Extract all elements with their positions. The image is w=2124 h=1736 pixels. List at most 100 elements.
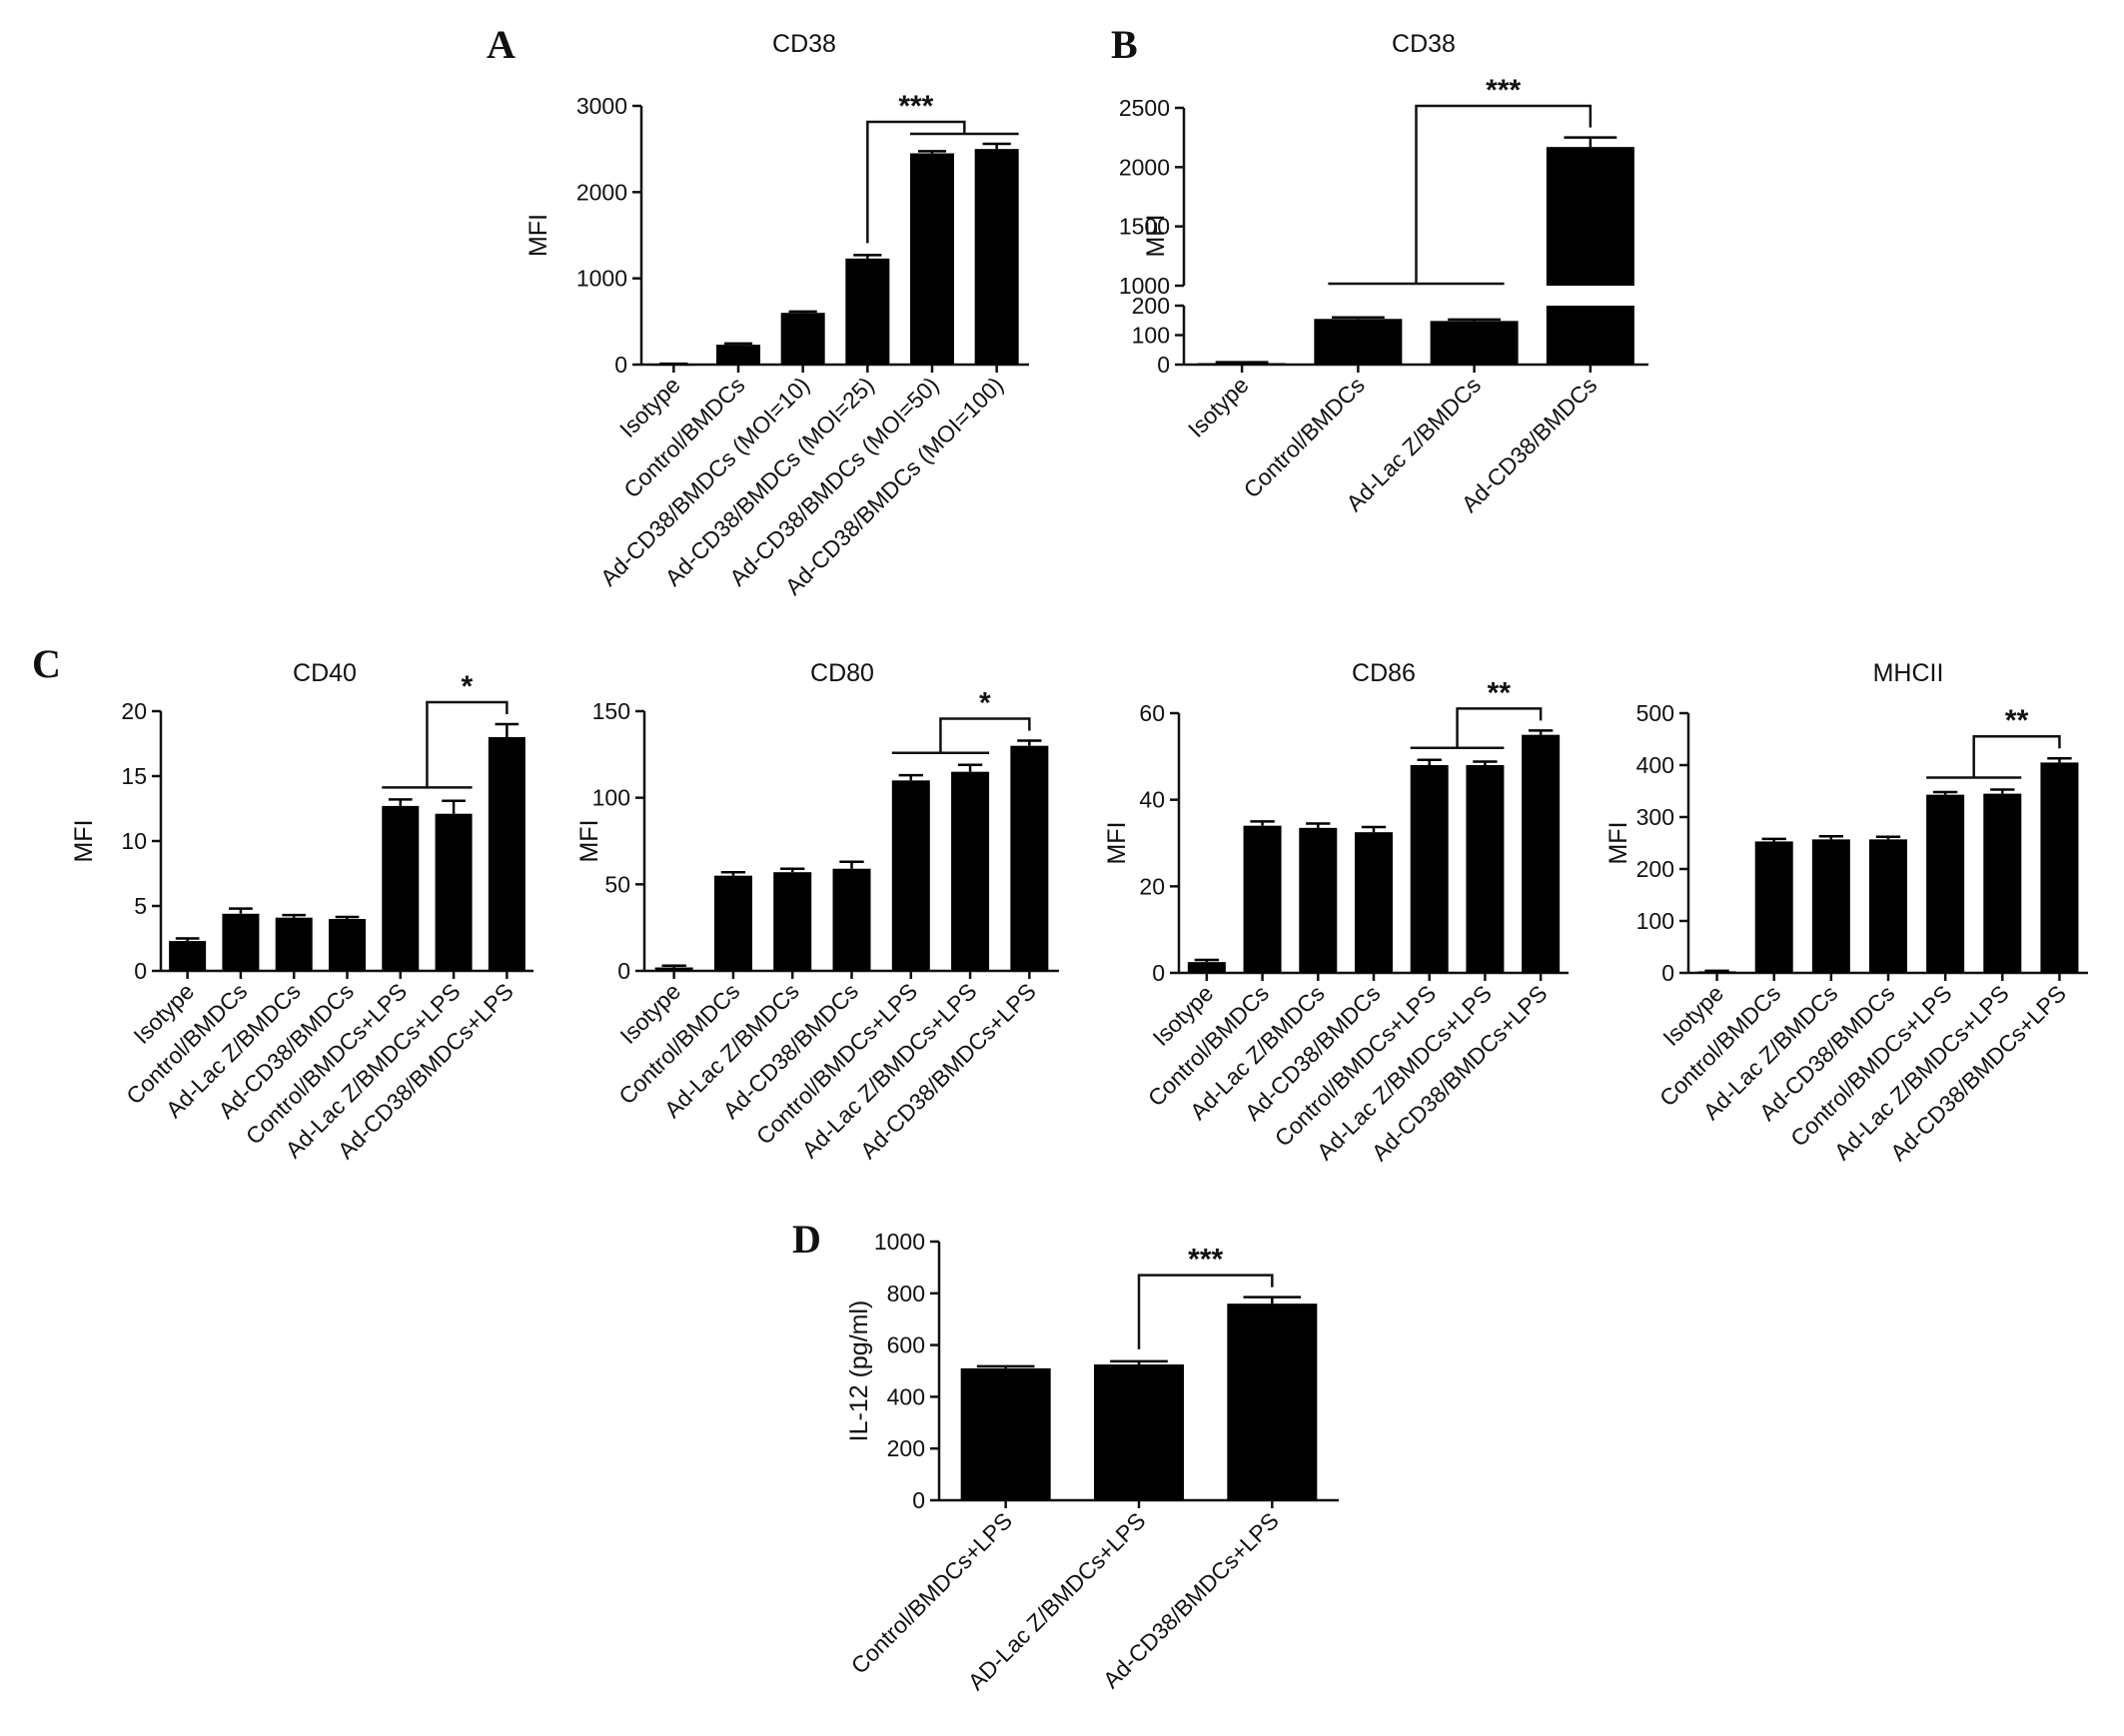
significance-bracket <box>866 120 966 244</box>
y-tick-label: 50 <box>604 871 630 897</box>
bar-3 <box>275 917 313 971</box>
chart-C2: CD80MFI050100150IsotypeControl/BMDCsAd-L… <box>575 659 1059 1164</box>
significance-label: ** <box>2005 704 2029 737</box>
bar-2 <box>1754 841 1793 973</box>
y-tick-label: 0 <box>614 352 627 378</box>
y-tick-label: 2000 <box>1119 154 1170 180</box>
panel-label-c: C <box>32 641 61 686</box>
bar-6 <box>1983 793 2022 973</box>
y-tick-label: 150 <box>592 698 630 724</box>
bar-3 <box>780 313 825 365</box>
bar-2 <box>713 875 752 971</box>
chart-title: CD38 <box>1392 30 1456 58</box>
significance-label: *** <box>1486 74 1521 107</box>
bar-4 <box>1355 832 1393 973</box>
y-tick-label: 300 <box>1636 804 1674 830</box>
bar-1 <box>1697 971 1736 973</box>
y-tick-label: 1000 <box>874 1229 925 1255</box>
bar-1 <box>169 941 207 971</box>
bar-2 <box>1243 825 1282 973</box>
y-tick-label: 40 <box>1139 787 1165 813</box>
significance-label: *** <box>1188 1244 1223 1277</box>
bar-3 <box>1811 839 1850 973</box>
bar-6 <box>951 771 990 971</box>
chart-title: CD80 <box>810 659 874 687</box>
y-axis-label: MFI <box>575 819 603 862</box>
significance-label: *** <box>898 90 933 123</box>
bar-5 <box>910 153 954 365</box>
bar-2 <box>716 345 760 365</box>
y-tick-label: 800 <box>887 1281 925 1306</box>
significance-bracket <box>1137 1274 1274 1349</box>
y-tick-label: 15 <box>121 763 147 789</box>
y-tick-label: 200 <box>1636 856 1674 882</box>
x-tick-label: Control/BMDCs <box>1239 372 1370 502</box>
bar-1 <box>1198 363 1287 366</box>
y-tick-label: 0 <box>1157 352 1170 378</box>
y-tick-label: 3000 <box>576 93 627 119</box>
y-tick-label: 400 <box>887 1383 925 1409</box>
y-tick-label: 200 <box>1132 293 1170 319</box>
y-tick-label: 60 <box>1139 700 1165 726</box>
y-tick-label: 500 <box>1636 700 1674 726</box>
y-tick-label: 200 <box>887 1435 925 1461</box>
bar-4 <box>845 258 890 365</box>
y-axis-label: MFI <box>70 819 98 862</box>
y-axis-label: MFI <box>1103 821 1131 864</box>
y-tick-label: 100 <box>1636 908 1674 934</box>
chart-title: CD86 <box>1352 659 1416 687</box>
panel-label-a: A <box>487 22 516 67</box>
y-tick-label: 2500 <box>1119 95 1170 121</box>
y-tick-label: 100 <box>592 785 630 811</box>
chart-title: CD38 <box>772 30 836 58</box>
significance-label: ** <box>1488 676 1512 709</box>
y-axis-label: MFI <box>1604 821 1632 864</box>
charts-layer: CD38MFI0100020003000IsotypeControl/BMDCs… <box>70 30 2088 1695</box>
bar-1 <box>960 1367 1051 1500</box>
y-tick-label: 5 <box>134 893 147 919</box>
bar-6 <box>1466 765 1505 973</box>
chart-C3: CD86MFI0204060IsotypeControl/BMDCsAd-Lac… <box>1103 659 1569 1166</box>
bar-1 <box>654 967 693 971</box>
y-axis-label: MFI <box>1142 214 1170 257</box>
y-tick-label: 400 <box>1636 752 1674 778</box>
chart-title: MHCII <box>1873 659 1944 687</box>
panel-label-b: B <box>1111 22 1138 67</box>
bar-4 <box>832 868 871 971</box>
y-tick-label: 0 <box>617 958 630 984</box>
y-tick-label: 100 <box>1132 323 1170 349</box>
significance-bracket <box>939 717 1031 753</box>
bar-5 <box>382 805 420 971</box>
bar-3 <box>1227 1303 1318 1500</box>
bar-3 <box>1299 827 1338 973</box>
y-tick-label: 20 <box>121 698 147 724</box>
chart-C1: CD40MFI05101520IsotypeControl/BMDCsAd-La… <box>70 659 533 1164</box>
chart-D: IL-12 (pg/ml)02004006008001000Control/BM… <box>845 1229 1339 1695</box>
chart-C4: MHCIIMFI0100200300400500IsotypeControl/B… <box>1604 659 2088 1166</box>
significance-label: * <box>462 670 474 703</box>
y-tick-label: 1500 <box>1119 214 1170 240</box>
y-axis-label: MFI <box>525 214 552 257</box>
bar-5 <box>1926 794 1965 973</box>
y-axis-label: IL-12 (pg/ml) <box>845 1301 873 1442</box>
significance-bracket <box>426 700 509 788</box>
bar-2 <box>1094 1364 1184 1500</box>
y-tick-label: 20 <box>1139 873 1165 899</box>
bar-2 <box>1314 319 1403 365</box>
x-tick-label: Isotype <box>1183 372 1254 442</box>
chart-A: CD38MFI0100020003000IsotypeControl/BMDCs… <box>525 30 1029 600</box>
y-tick-label: 600 <box>887 1332 925 1358</box>
y-tick-label: 0 <box>1661 960 1674 986</box>
y-tick-label: 1000 <box>1119 273 1170 299</box>
chart-title: CD40 <box>293 659 357 687</box>
bar-5 <box>891 780 930 971</box>
bar-4 <box>1869 839 1907 973</box>
y-tick-label: 0 <box>912 1487 925 1513</box>
bar-3 <box>1430 321 1519 365</box>
significance-bracket <box>1456 707 1543 748</box>
significance-bracket <box>1415 104 1593 284</box>
significance-label: * <box>979 686 991 719</box>
bar-2 <box>222 913 260 971</box>
